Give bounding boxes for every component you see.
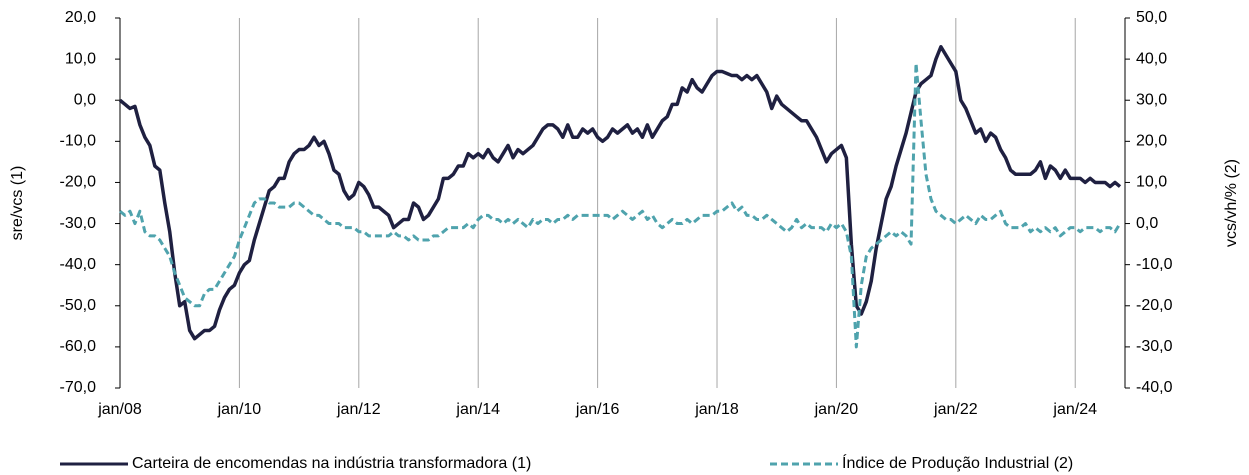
x-tick-label: jan/18	[694, 401, 739, 418]
y-axis-label: sre/vcs (1)	[9, 166, 26, 241]
y2-tick-label: 50,0	[1136, 9, 1167, 26]
y-tick-label: -20,0	[60, 174, 97, 191]
x-tick-label: jan/12	[336, 401, 381, 418]
x-tick-label: jan/24	[1052, 401, 1097, 418]
y-tick-label: -30,0	[60, 215, 97, 232]
y2-tick-label: -10,0	[1136, 256, 1173, 273]
y-tick-label: 10,0	[65, 50, 96, 67]
series-line	[119, 61, 1122, 349]
y2-tick-label: -40,0	[1136, 379, 1173, 396]
x-tick-label: jan/10	[217, 401, 262, 418]
y-tick-label: 20,0	[65, 9, 96, 26]
y-tick-label: -40,0	[60, 256, 97, 273]
y-tick-label: -10,0	[60, 133, 97, 150]
y2-tick-label: 40,0	[1136, 50, 1167, 67]
y2-tick-label: 0,0	[1136, 215, 1158, 232]
y-tick-label: -50,0	[60, 297, 97, 314]
x-tick-label: jan/14	[455, 401, 500, 418]
y-tick-label: 0,0	[74, 91, 96, 108]
x-tick-label: jan/08	[97, 401, 142, 418]
x-tick-label: jan/20	[814, 401, 859, 418]
y2-tick-label: 30,0	[1136, 91, 1167, 108]
y2-tick-label: -20,0	[1136, 297, 1173, 314]
legend-label: Índice de Produção Industrial (2)	[842, 453, 1073, 472]
y-tick-label: -70,0	[60, 379, 97, 396]
y2-tick-label: 10,0	[1136, 174, 1167, 191]
legend-label: Carteira de encomendas na indústria tran…	[132, 455, 531, 472]
x-tick-label: jan/16	[575, 401, 620, 418]
series-line	[118, 45, 1122, 341]
y-tick-label: -60,0	[60, 338, 97, 355]
x-tick-label: jan/22	[933, 401, 978, 418]
y2-tick-label: 20,0	[1136, 133, 1167, 150]
y2-axis-label: vcs/vh/% (2)	[1223, 159, 1240, 247]
y2-tick-label: -30,0	[1136, 338, 1173, 355]
